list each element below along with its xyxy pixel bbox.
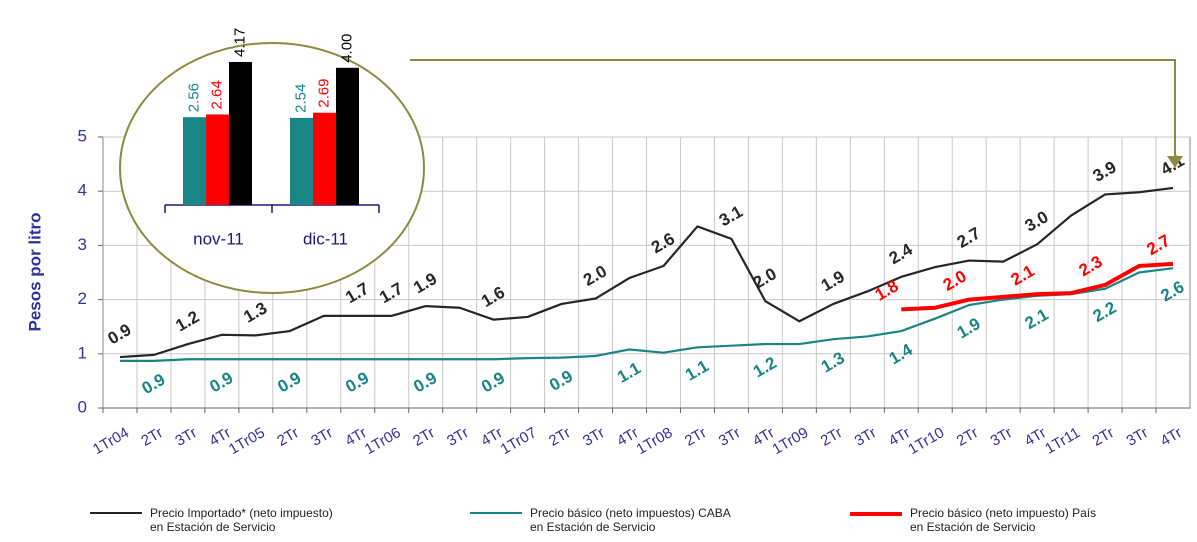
y-tick-label: 4 xyxy=(78,181,87,200)
inset-value-label: 2.56 xyxy=(185,83,202,112)
x-tick-label: 1Tr07 xyxy=(498,424,540,458)
inset-value-label: 2.54 xyxy=(292,84,309,113)
series-line xyxy=(119,267,1174,362)
inset-category: nov-11 xyxy=(193,229,244,248)
x-tick-label: 2Tr xyxy=(1090,424,1118,450)
series-line xyxy=(119,186,1174,359)
inset-value-label: 4.00 xyxy=(338,34,355,63)
x-tick-label: 3Tr xyxy=(444,424,472,450)
arrowhead xyxy=(1167,156,1183,168)
x-tick-label: 2Tr xyxy=(818,424,846,450)
y-tick-label: 5 xyxy=(78,126,87,145)
x-tick-label: 2Tr xyxy=(274,424,302,450)
legend-label: Precio básico (neto impuestos) CABA en E… xyxy=(530,506,731,534)
inset-value-label: 2.69 xyxy=(315,79,332,108)
x-tick-label: 3Tr xyxy=(172,424,200,450)
x-tick-label: 1Tr08 xyxy=(634,424,676,458)
x-tick-label: 2Tr xyxy=(410,424,438,450)
y-tick-label: 2 xyxy=(78,289,87,308)
y-tick-label: 0 xyxy=(78,397,87,416)
legend-swatch xyxy=(850,512,902,516)
legend-label: Precio Importado* (neto impuesto) en Est… xyxy=(150,506,333,534)
inset-value-label: 2.64 xyxy=(208,80,225,109)
x-tick-label: 1Tr04 xyxy=(90,424,132,458)
legend-label: Precio básico (neto impuesto) País en Es… xyxy=(910,506,1097,534)
x-tick-label: 3Tr xyxy=(716,424,744,450)
x-tick-label: 1Tr09 xyxy=(769,424,811,458)
series-line xyxy=(901,261,1174,312)
x-tick-label: 3Tr xyxy=(852,424,880,450)
x-tick-label: 3Tr xyxy=(580,424,608,450)
inset-bar xyxy=(313,112,336,205)
legend-entry: Precio básico (neto impuesto) País en Es… xyxy=(850,506,1097,534)
legend-entry: Precio Importado* (neto impuesto) en Est… xyxy=(90,506,333,534)
inset-bar xyxy=(336,67,359,205)
x-tick-label: 1Tr05 xyxy=(226,424,268,458)
inset-bar xyxy=(183,117,206,205)
inset-frame xyxy=(119,42,425,294)
x-tick-label: 2Tr xyxy=(954,424,982,450)
inset-value-label: 4.17 xyxy=(231,28,248,57)
x-tick-label: 2Tr xyxy=(138,424,166,450)
inset-bar xyxy=(206,114,229,205)
x-tick-label: 3Tr xyxy=(308,424,336,450)
x-tick-label: 3Tr xyxy=(988,424,1016,450)
x-tick-label: 2Tr xyxy=(546,424,574,450)
inset-bar xyxy=(229,61,252,206)
x-tick-label: 1Tr11 xyxy=(1042,424,1083,457)
x-tick-label: 3Tr xyxy=(1124,424,1152,450)
y-tick-label: 3 xyxy=(78,235,87,254)
y-axis-label: Pesos por litro xyxy=(25,212,44,331)
x-tick-label: 2Tr xyxy=(682,424,710,450)
x-tick-label: 4Tr xyxy=(1157,424,1185,450)
inset-category: dic-11 xyxy=(303,229,348,248)
y-tick-label: 1 xyxy=(78,343,87,362)
legend-entry: Precio básico (neto impuestos) CABA en E… xyxy=(470,506,731,534)
legend-swatch xyxy=(90,512,142,514)
legend-swatch xyxy=(470,512,522,514)
arrow xyxy=(410,59,1176,160)
x-tick-label: 1Tr10 xyxy=(905,424,947,458)
inset-bar xyxy=(290,117,313,205)
x-tick-label: 1Tr06 xyxy=(362,424,404,458)
